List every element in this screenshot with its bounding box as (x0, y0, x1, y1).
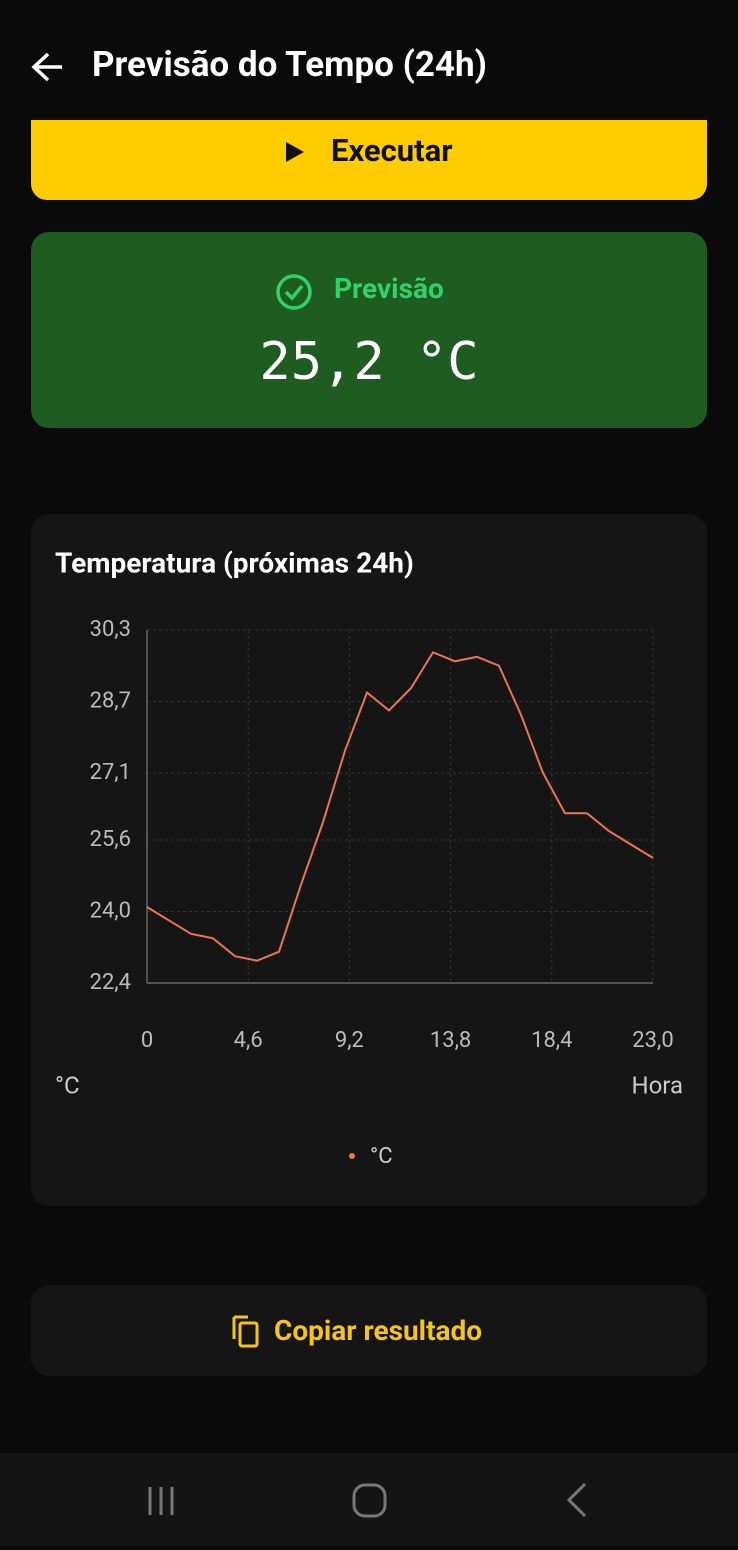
check-icon (276, 274, 312, 310)
x-tick-label: 13,8 (430, 1028, 471, 1053)
chart-card: Temperatura (próximas 24h) °C Hora 22,4 2… (31, 514, 707, 1206)
result-value: 25,2 °C (259, 332, 479, 392)
play-icon (286, 142, 304, 162)
y-tick-label: 28,7 (90, 688, 131, 713)
recent-apps[interactable] (148, 1487, 174, 1515)
legend-label: °C (370, 1144, 393, 1169)
y-axis-label: °C (55, 1071, 80, 1099)
legend-marker (349, 1153, 355, 1159)
y-tick-label: 30,3 (90, 617, 131, 642)
copy-icon (232, 1315, 259, 1348)
x-axis-label: Hora (631, 1071, 683, 1099)
x-tick-label: 9,2 (335, 1028, 364, 1053)
page-title: Previsão do Tempo (24h) (92, 44, 487, 85)
result-card: Previsão 25,2 °C (31, 232, 707, 428)
copy-button[interactable]: Copiar resultado (31, 1285, 707, 1376)
back[interactable] (566, 1482, 587, 1518)
nav-icons (148, 1482, 587, 1518)
back-button[interactable] (28, 50, 66, 86)
y-tick-label: 27,1 (90, 760, 131, 785)
chart-title: Temperatura (próximas 24h) (55, 546, 414, 579)
home[interactable] (352, 1483, 387, 1518)
run-button[interactable]: Executar (31, 120, 707, 200)
y-tick-label: 24,0 (90, 898, 131, 923)
navigation-bar (0, 1453, 738, 1546)
x-tick-label: 4,6 (234, 1028, 263, 1053)
y-tick-label: 25,6 (90, 827, 131, 852)
run-label: Executar (331, 132, 453, 169)
x-tick-label: 18,4 (531, 1028, 572, 1053)
x-tick-label: 0 (141, 1028, 153, 1053)
y-tick-label: 22,4 (90, 970, 131, 995)
temperature-line (146, 651, 654, 962)
x-tick-label: 23,0 (632, 1028, 673, 1053)
copy-label: Copiar resultado (274, 1314, 483, 1347)
result-label: Previsão (334, 272, 444, 305)
